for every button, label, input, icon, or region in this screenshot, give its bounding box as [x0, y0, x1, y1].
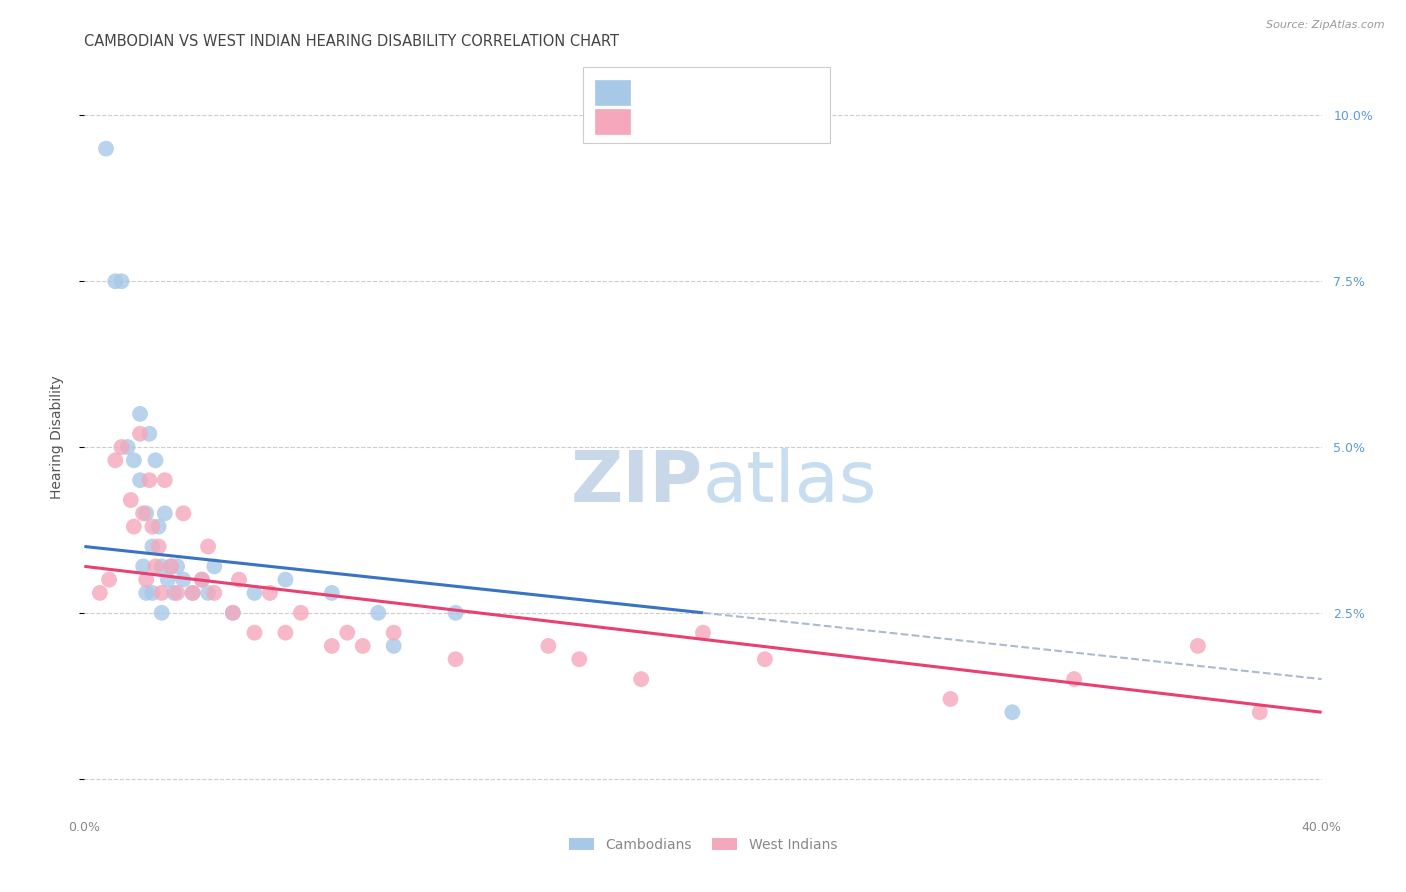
Point	[148, 519, 170, 533]
Point	[163, 586, 186, 600]
Point	[122, 519, 145, 533]
Point	[160, 559, 183, 574]
Point	[630, 672, 652, 686]
Text: R =: R =	[641, 86, 671, 100]
Point	[89, 586, 111, 600]
Point	[135, 586, 157, 600]
Point	[150, 606, 173, 620]
Point	[145, 559, 167, 574]
Point	[132, 559, 155, 574]
Point	[135, 573, 157, 587]
Point	[141, 540, 163, 554]
Point	[172, 506, 194, 520]
Point	[1001, 705, 1024, 719]
Point	[202, 559, 225, 574]
Point	[122, 453, 145, 467]
Point	[129, 473, 152, 487]
Point	[160, 559, 183, 574]
Point	[197, 586, 219, 600]
Point	[754, 652, 776, 666]
Point	[181, 586, 204, 600]
Point	[336, 625, 359, 640]
Point	[321, 586, 343, 600]
Text: -0.122: -0.122	[672, 86, 721, 100]
Point	[145, 453, 167, 467]
Point	[120, 493, 142, 508]
Point	[537, 639, 560, 653]
Y-axis label: Hearing Disability: Hearing Disability	[49, 376, 63, 499]
Text: ZIP: ZIP	[571, 448, 703, 516]
Point	[153, 506, 176, 520]
Text: 35: 35	[766, 86, 786, 100]
Point	[228, 573, 250, 587]
Point	[153, 473, 176, 487]
Text: 42: 42	[766, 114, 786, 128]
Point	[568, 652, 591, 666]
Point	[166, 586, 188, 600]
Point	[117, 440, 139, 454]
Point	[222, 606, 245, 620]
Text: N =: N =	[728, 114, 768, 128]
Point	[202, 586, 225, 600]
Point	[150, 559, 173, 574]
Point	[382, 639, 405, 653]
Point	[222, 606, 245, 620]
Point	[94, 142, 117, 156]
Point	[939, 692, 962, 706]
Point	[444, 606, 467, 620]
Point	[172, 573, 194, 587]
Point	[132, 506, 155, 520]
Point	[191, 573, 214, 587]
Point	[1187, 639, 1209, 653]
Point	[1249, 705, 1271, 719]
Point	[135, 506, 157, 520]
Point	[150, 586, 173, 600]
Text: -0.378: -0.378	[672, 114, 721, 128]
Legend: Cambodians, West Indians: Cambodians, West Indians	[564, 832, 842, 857]
Point	[129, 407, 152, 421]
Text: CAMBODIAN VS WEST INDIAN HEARING DISABILITY CORRELATION CHART: CAMBODIAN VS WEST INDIAN HEARING DISABIL…	[84, 34, 620, 49]
Point	[243, 586, 266, 600]
Point	[352, 639, 374, 653]
Point	[138, 473, 160, 487]
Point	[148, 540, 170, 554]
Point	[141, 519, 163, 533]
Point	[156, 573, 179, 587]
Text: Source: ZipAtlas.com: Source: ZipAtlas.com	[1267, 20, 1385, 29]
Point	[1063, 672, 1085, 686]
Point	[259, 586, 281, 600]
Point	[110, 440, 132, 454]
Text: N =: N =	[728, 86, 768, 100]
Point	[181, 586, 204, 600]
Text: R =: R =	[641, 114, 671, 128]
Point	[98, 573, 121, 587]
Point	[129, 426, 152, 441]
Point	[382, 625, 405, 640]
Point	[274, 625, 297, 640]
Point	[290, 606, 312, 620]
Point	[321, 639, 343, 653]
Point	[138, 426, 160, 441]
Point	[104, 274, 127, 288]
Point	[692, 625, 714, 640]
Point	[166, 559, 188, 574]
Point	[274, 573, 297, 587]
Point	[243, 625, 266, 640]
Point	[104, 453, 127, 467]
Point	[141, 586, 163, 600]
Point	[197, 540, 219, 554]
Text: atlas: atlas	[703, 448, 877, 516]
Point	[444, 652, 467, 666]
Point	[110, 274, 132, 288]
Point	[191, 573, 214, 587]
Point	[367, 606, 389, 620]
